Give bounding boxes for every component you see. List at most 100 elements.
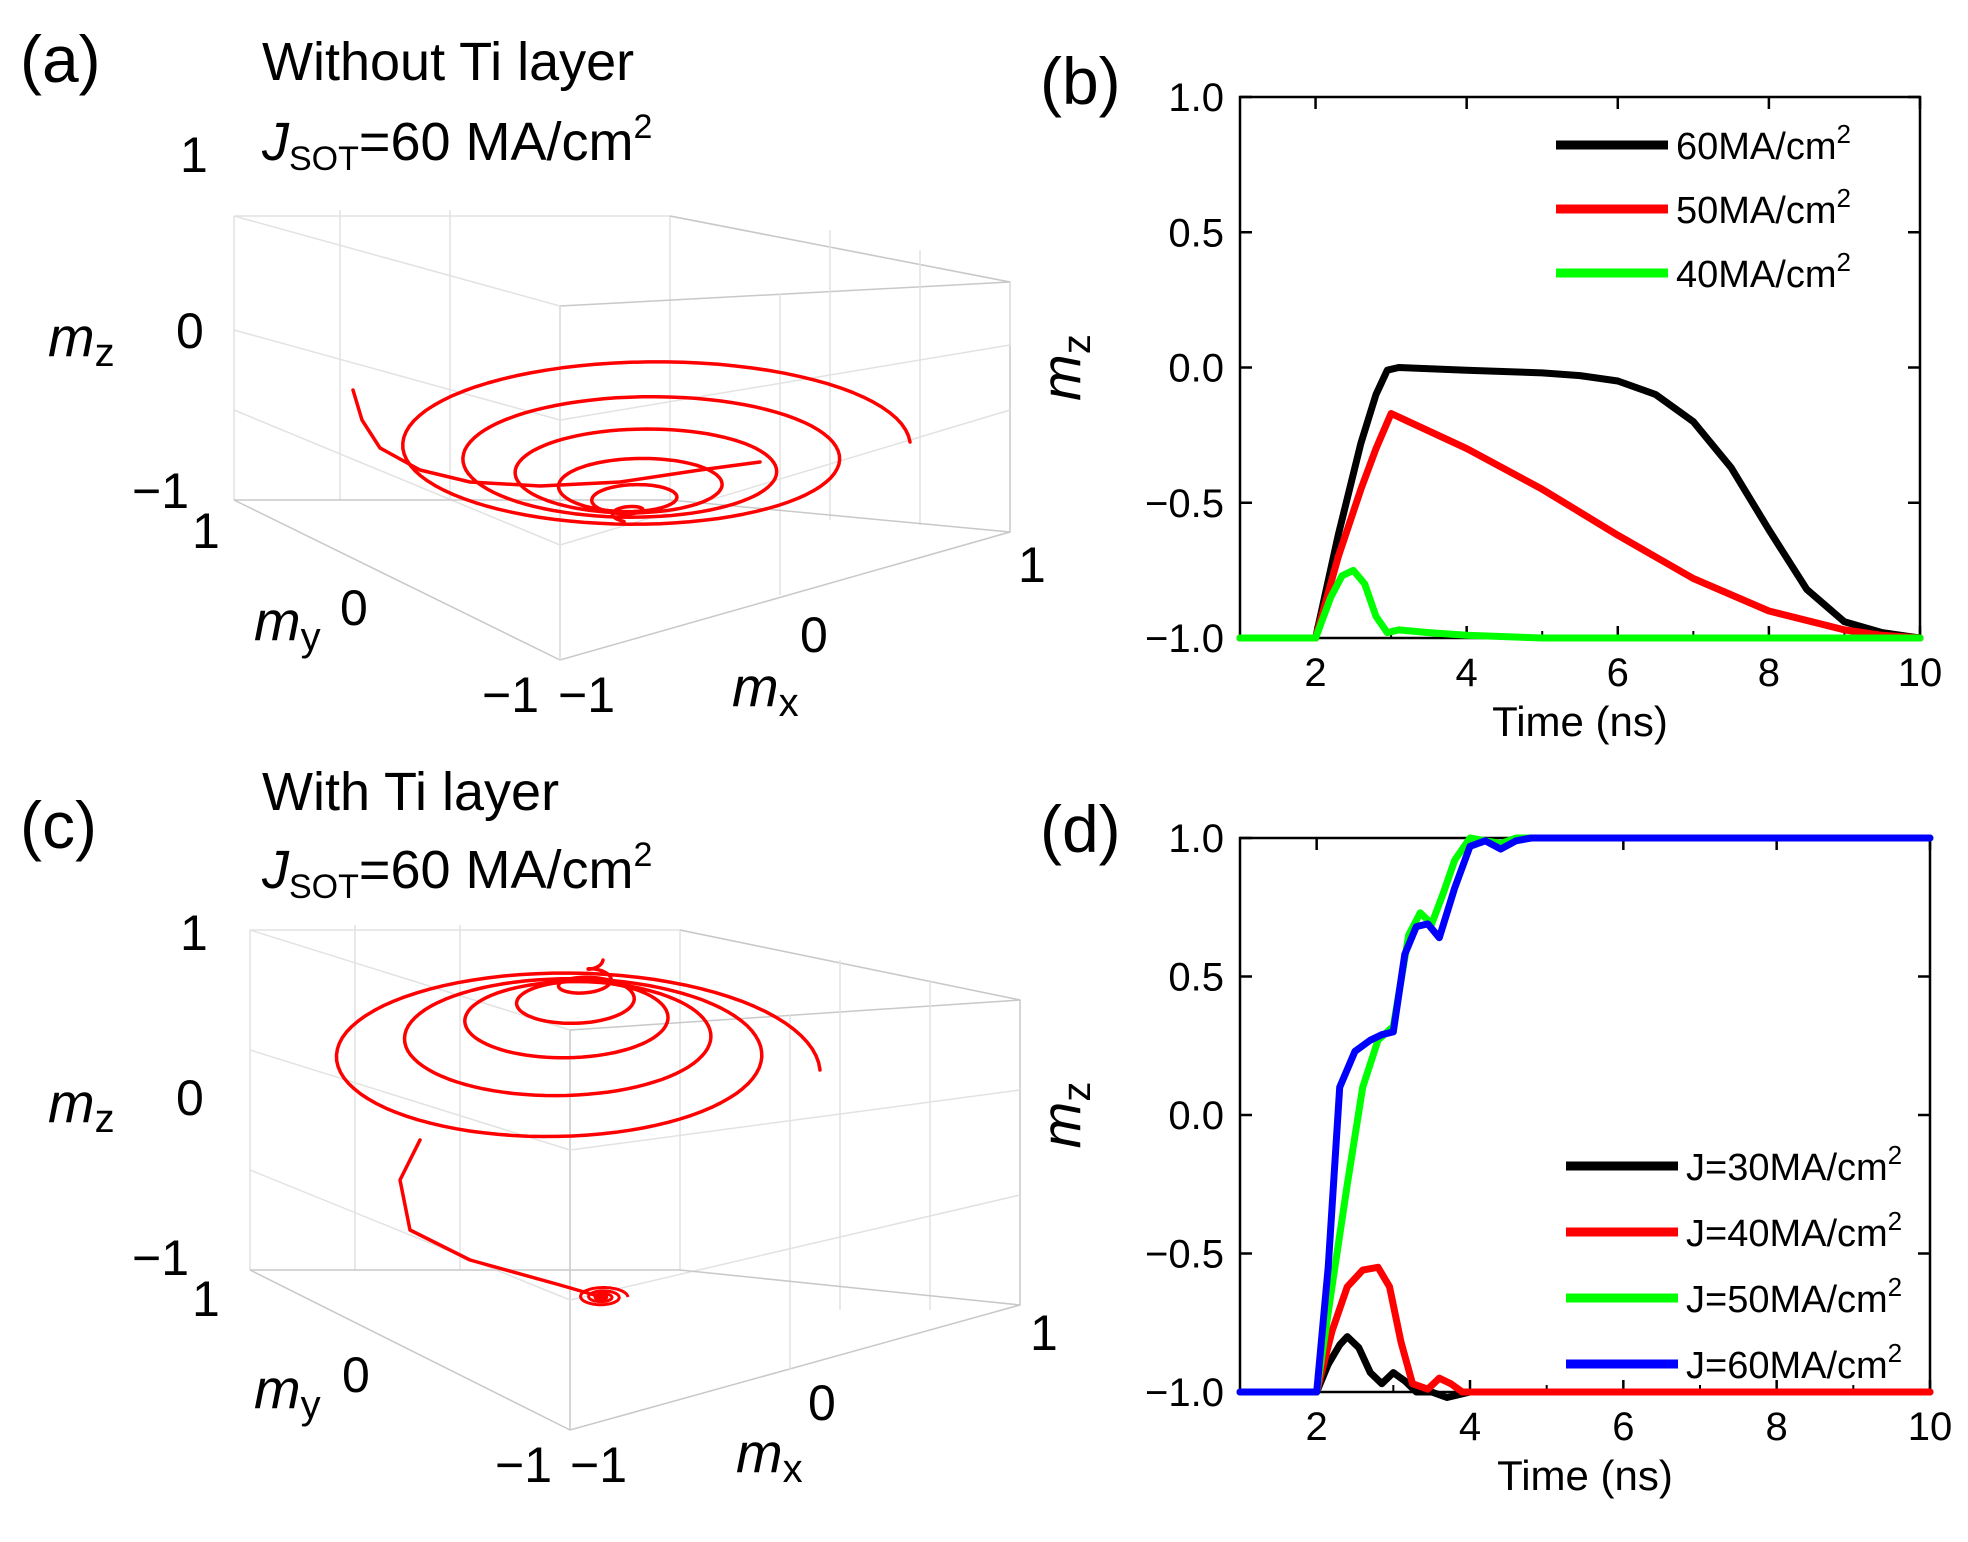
c-x-tick-0: 0 (808, 1375, 836, 1431)
x-axis-label-d: Time (ns) (1497, 1452, 1673, 1499)
ytick-label-b-1: 0.5 (1168, 211, 1224, 255)
panel-a-trajectory (351, 360, 912, 526)
panel-a-axis-ticks: 1 0 −1 1 0 −1 −1 0 1 (132, 127, 1046, 723)
y-axis-sub-d: z (1055, 1082, 1099, 1102)
panel-c: (c) With Ti layer JSOT=60 MA/cm2 1 0 −1 … (20, 762, 1058, 1493)
panel-a-3d-box (233, 210, 1011, 661)
trajectory-tail-a (351, 388, 762, 488)
legend-text-b-1: 50MA/cm (1676, 190, 1836, 232)
c-mx-symbol: m (736, 1421, 783, 1484)
legend-sup-b-1: 2 (1836, 183, 1850, 213)
xtick-label-b-0: 2 (1304, 651, 1326, 695)
series-line-b-0 (1236, 364, 1924, 642)
panel-a-subtitle: JSOT=60 MA/cm2 (261, 108, 652, 178)
trajectory-spiral-c (334, 958, 822, 1139)
legend-sup-b-0: 2 (1836, 119, 1850, 149)
panel-label-b: (b) (1040, 44, 1121, 118)
series-line-b-2 (1236, 566, 1924, 642)
c-y-tick-neg1: −1 (495, 1437, 552, 1493)
legend-sup-d-0: 2 (1888, 1140, 1902, 1170)
panel-d-plot: 1.0 0.5 0.0 −0.5 −1.0 2 4 6 8 10 Time (ns) mz J=30MA… (1029, 817, 1952, 1499)
legend-text-d-1: J=40MA/cm (1686, 1213, 1888, 1255)
j-superscript: 2 (634, 108, 653, 146)
plot-frame-b (1238, 95, 1922, 640)
a-z-tick-0: 0 (176, 303, 204, 359)
a-z-tick-1: 1 (180, 127, 208, 183)
a-my-symbol: m (254, 589, 301, 652)
series-line-d-1 (1236, 1263, 1934, 1396)
trajectory-start-spiral-c (579, 1286, 630, 1307)
ytick-label-d-0: 1.0 (1168, 817, 1224, 861)
j-symbol: J (261, 112, 290, 172)
legend-text-b-0: 60MA/cm (1676, 126, 1836, 168)
a-mz-sub: z (95, 331, 115, 375)
panel-label-d: (d) (1040, 792, 1121, 866)
c-y-tick-0: 0 (342, 1347, 370, 1403)
panel-label-a: (a) (20, 22, 101, 96)
c-z-tick-1: 1 (180, 905, 208, 961)
legend-text-d-0: J=30MA/cm (1686, 1147, 1888, 1189)
legend-label-d-3: J=60MA/cm2 (1686, 1338, 1902, 1387)
legend-text-b-2: 40MA/cm (1676, 254, 1836, 296)
c-x-tick-neg1: −1 (570, 1437, 627, 1493)
c-x-tick-1: 1 (1030, 1305, 1058, 1361)
xtick-label-d-4: 10 (1908, 1405, 1953, 1449)
c-my-sub: y (301, 1383, 321, 1427)
trajectory-tail-c (398, 1138, 600, 1298)
a-mx-sub: x (779, 681, 799, 725)
legend-label-b-0: 60MA/cm2 (1676, 119, 1851, 168)
legend-label-d-1: J=40MA/cm2 (1686, 1206, 1902, 1255)
a-y-tick-0: 0 (340, 580, 368, 636)
j-value-c: =60 MA/cm (359, 840, 634, 900)
c-my-label: my (254, 1357, 321, 1427)
panel-b: (b) 1.0 0.5 0.0 −0.5 −1.0 2 4 6 8 10 Time (ns) mz 60… (1029, 44, 1942, 745)
series-line-d-3 (1236, 834, 1934, 1396)
panel-c-axis-ticks: 1 0 −1 1 0 −1 −1 0 1 (132, 905, 1058, 1493)
a-mx-symbol: m (732, 655, 779, 718)
legend-text-d-2: J=50MA/cm (1686, 1279, 1888, 1321)
xtick-label-d-3: 8 (1766, 1405, 1788, 1449)
y-axis-label-d: mz (1029, 1082, 1099, 1149)
j-subscript: SOT (289, 140, 359, 178)
xtick-label-d-0: 2 (1306, 1405, 1328, 1449)
series-line-b-1 (1236, 410, 1924, 642)
a-z-tick-neg1: −1 (132, 463, 189, 519)
c-mz-symbol: m (48, 1071, 95, 1134)
legend-sup-d-2: 2 (1888, 1272, 1902, 1302)
panel-label-c: (c) (20, 788, 97, 862)
xtick-label-b-2: 6 (1607, 651, 1629, 695)
ytick-label-b-0: 1.0 (1168, 76, 1224, 120)
a-x-tick-neg1: −1 (558, 667, 615, 723)
c-mx-sub: x (783, 1447, 803, 1491)
j-superscript-c: 2 (634, 836, 653, 874)
legend-sup-d-3: 2 (1888, 1338, 1902, 1368)
a-x-tick-1: 1 (1018, 537, 1046, 593)
panel-d: (d) 1.0 0.5 0.0 −0.5 −1.0 2 4 6 8 10 Time (ns) mz J=… (1029, 792, 1952, 1499)
j-value: =60 MA/cm (359, 112, 634, 172)
ytick-label-b-2: 0.0 (1168, 347, 1224, 391)
series-line-d-2 (1236, 834, 1934, 1396)
c-mz-sub: z (95, 1097, 115, 1141)
panel-a-title: Without Ti layer (262, 32, 634, 92)
xtick-label-b-4: 10 (1898, 651, 1943, 695)
ytick-label-b-3: −0.5 (1145, 482, 1224, 526)
xtick-label-b-3: 8 (1758, 651, 1780, 695)
y-axis-symbol-d: m (1029, 1102, 1092, 1149)
legend-label-b-1: 50MA/cm2 (1676, 183, 1851, 232)
a-y-tick-1: 1 (192, 503, 220, 559)
panel-b-plot: 1.0 0.5 0.0 −0.5 −1.0 2 4 6 8 10 Time (ns) mz 60MA/c… (1029, 76, 1942, 745)
c-y-tick-1: 1 (192, 1271, 220, 1327)
ytick-label-b-4: −1.0 (1145, 617, 1224, 661)
x-axis-label-b: Time (ns) (1492, 698, 1668, 745)
panel-c-title: With Ti layer (262, 762, 559, 822)
a-y-tick-neg1: −1 (482, 667, 539, 723)
a-mz-symbol: m (48, 305, 95, 368)
c-my-symbol: m (254, 1357, 301, 1420)
legend-text-d-3: J=60MA/cm (1686, 1345, 1888, 1387)
legend-label-b-2: 40MA/cm2 (1676, 247, 1851, 296)
y-axis-symbol-b: m (1029, 354, 1092, 401)
y-axis-sub-b: z (1055, 334, 1099, 354)
panel-a: (a) Without Ti layer JSOT=60 MA/cm2 1 0 … (20, 22, 1046, 725)
panel-c-trajectory (334, 958, 822, 1307)
legend-label-d-0: J=30MA/cm2 (1686, 1140, 1902, 1189)
